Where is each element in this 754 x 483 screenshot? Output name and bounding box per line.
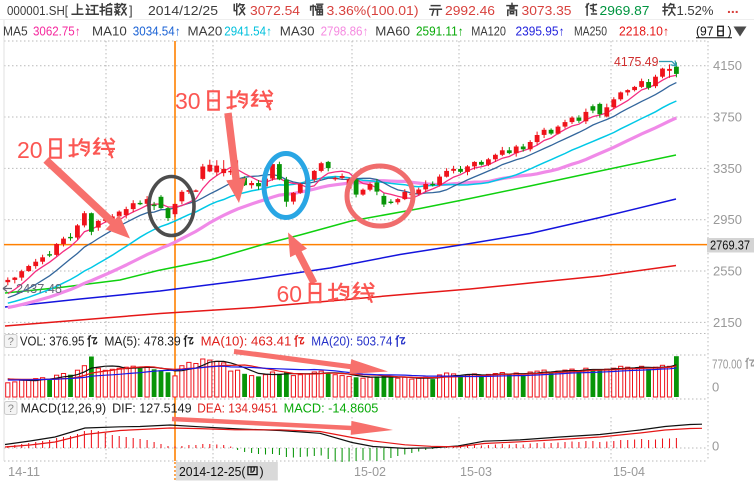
svg-text:0: 0 xyxy=(712,439,719,454)
svg-text:2395.95↑: 2395.95↑ xyxy=(516,25,565,39)
svg-text:770.00: 770.00 xyxy=(712,358,742,372)
svg-text:...: ... xyxy=(727,0,739,16)
svg-text:MACD: -14.8605: MACD: -14.8605 xyxy=(284,402,379,416)
svg-text:2014-12-25(: 2014-12-25( xyxy=(179,465,246,479)
svg-text:3350: 3350 xyxy=(713,161,742,176)
svg-text:]: ] xyxy=(129,3,133,18)
svg-text:2014/12/25: 2014/12/25 xyxy=(148,3,218,18)
svg-text:20: 20 xyxy=(17,137,43,163)
svg-text:2150: 2150 xyxy=(713,315,742,330)
svg-text:DIF: 127.5149: DIF: 127.5149 xyxy=(112,402,192,416)
svg-text:14-11: 14-11 xyxy=(8,465,40,479)
svg-text:3073.35: 3073.35 xyxy=(522,3,572,18)
svg-text:MA20: MA20 xyxy=(188,25,223,39)
svg-text:(97: (97 xyxy=(696,25,714,39)
svg-text:?: ? xyxy=(8,403,14,415)
svg-text:2769.37: 2769.37 xyxy=(710,239,750,253)
svg-text:4175.49: 4175.49 xyxy=(614,55,659,69)
svg-text:MA60: MA60 xyxy=(375,25,410,39)
svg-text:3072.54: 3072.54 xyxy=(250,3,300,18)
svg-text:15-02: 15-02 xyxy=(354,465,386,479)
svg-text:2798.86↑: 2798.86↑ xyxy=(321,25,369,39)
svg-text:3034.54↑: 3034.54↑ xyxy=(133,25,181,39)
svg-text:1.52%: 1.52% xyxy=(677,3,714,18)
svg-text:60: 60 xyxy=(277,281,303,307)
svg-text:MA(5): 478.39: MA(5): 478.39 xyxy=(104,335,180,349)
svg-text:DEA: 134.9451: DEA: 134.9451 xyxy=(197,402,277,416)
svg-text:MA10: MA10 xyxy=(92,25,127,39)
svg-text:3062.75↑: 3062.75↑ xyxy=(33,25,81,39)
svg-text:MA120: MA120 xyxy=(471,25,506,39)
svg-text:30: 30 xyxy=(175,88,201,114)
svg-text:2591.11↑: 2591.11↑ xyxy=(416,25,464,39)
svg-text:): ) xyxy=(260,465,264,479)
svg-text:0: 0 xyxy=(712,380,719,395)
svg-text:MA(20): 503.74: MA(20): 503.74 xyxy=(311,335,392,349)
svg-text:4150: 4150 xyxy=(713,58,742,73)
svg-text:2969.87: 2969.87 xyxy=(600,3,650,18)
svg-text:2992.46: 2992.46 xyxy=(445,3,495,18)
svg-text:MA250: MA250 xyxy=(574,25,607,39)
svg-text:2218.10↑: 2218.10↑ xyxy=(619,25,669,39)
svg-text:2941.54↑: 2941.54↑ xyxy=(224,25,271,39)
svg-text:MA30: MA30 xyxy=(280,25,315,39)
svg-text:2437.48: 2437.48 xyxy=(16,282,62,296)
svg-text:15-03: 15-03 xyxy=(460,465,492,479)
svg-text:3.36%(100.01): 3.36%(100.01) xyxy=(327,3,419,18)
svg-text:3750: 3750 xyxy=(713,110,742,125)
svg-text:15-04: 15-04 xyxy=(613,465,645,479)
svg-text:MA5: MA5 xyxy=(3,25,28,39)
svg-text:000001.SH[: 000001.SH[ xyxy=(7,3,68,18)
svg-text:?: ? xyxy=(8,336,14,348)
svg-text:VOL: 376.95: VOL: 376.95 xyxy=(20,335,85,349)
svg-text:): ) xyxy=(728,25,732,39)
svg-text:2550: 2550 xyxy=(713,264,742,279)
svg-text:MACD(12,26,9): MACD(12,26,9) xyxy=(21,402,107,416)
svg-text:2950: 2950 xyxy=(713,212,742,227)
svg-text:MA(10): 463.41: MA(10): 463.41 xyxy=(201,335,292,349)
